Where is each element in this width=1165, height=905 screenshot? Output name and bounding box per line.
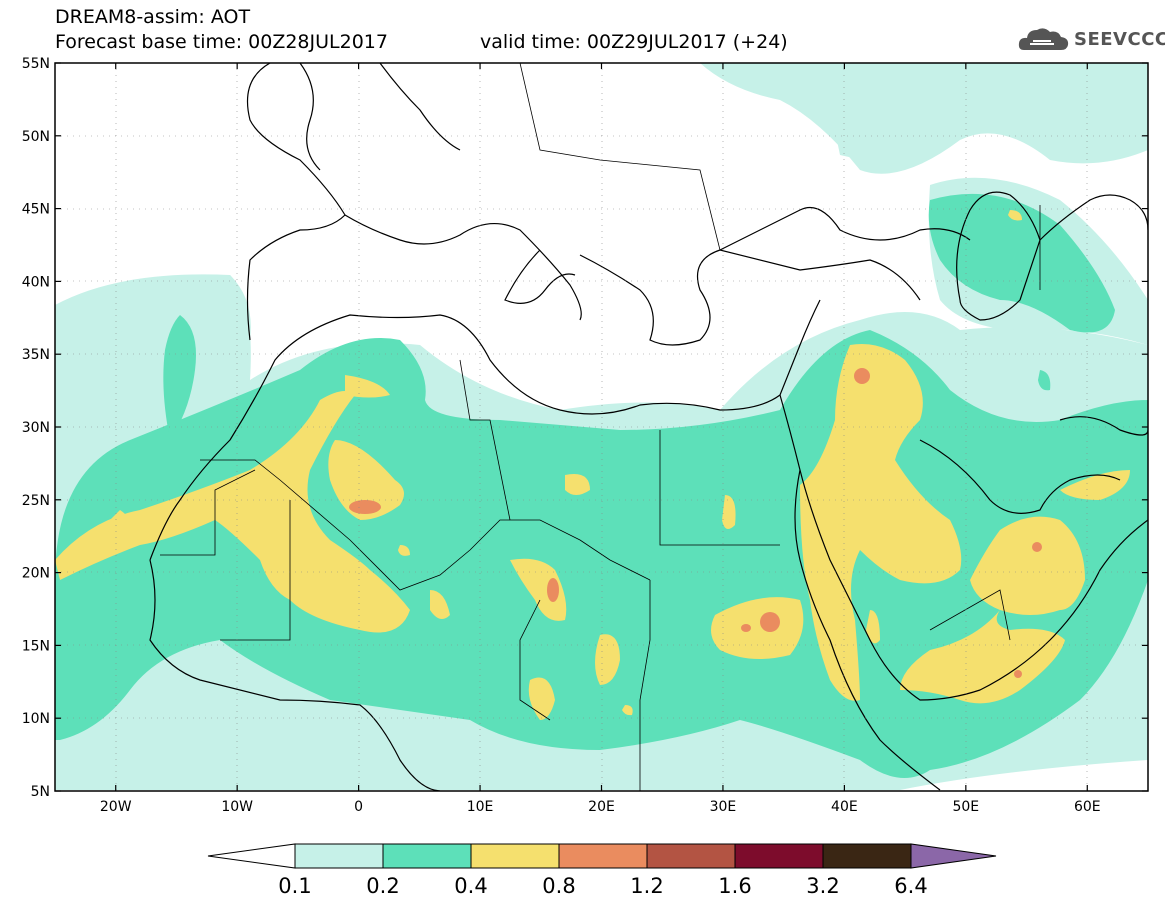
longitude-axis: 20W 10W 0 10E 20E 30E 40E 50E 60E [100, 63, 1101, 815]
lat-label: 55N [22, 56, 50, 72]
country-borders [160, 63, 1041, 791]
colorbar-level-label: 0.2 [366, 874, 399, 898]
lat-label: 30N [22, 420, 50, 436]
cloud-icon [1018, 28, 1069, 50]
colorbar-level-label: 1.2 [630, 874, 663, 898]
map-title: DREAM8-assim: AOT [55, 6, 251, 28]
colorbar-box [734, 843, 824, 869]
colorbar-box [470, 843, 560, 869]
aot-level-0-4 [55, 210, 1130, 720]
colorbar-box [558, 843, 648, 869]
graticule [55, 63, 1148, 791]
coastlines [149, 63, 1148, 791]
colorbar-box [822, 843, 912, 869]
lon-label: 20E [588, 799, 615, 815]
lat-label: 45N [22, 202, 50, 218]
aot-level-0-8 [349, 368, 1042, 678]
aot-field [55, 63, 1148, 790]
lat-label: 15N [22, 638, 50, 654]
colorbar-level-label: 3.2 [806, 874, 839, 898]
colorbar-box [294, 843, 384, 869]
colorbar-level-label: 0.1 [278, 874, 311, 898]
colorbar-level-label: 6.4 [894, 874, 927, 898]
lat-label: 25N [22, 493, 50, 509]
colorbar-level-label: 0.8 [542, 874, 575, 898]
lat-label: 5N [31, 784, 50, 800]
colorbar-box [646, 843, 736, 869]
lat-label: 10N [22, 711, 50, 727]
seevccc-logo: SEEVCCC [1016, 22, 1165, 58]
lon-label: 60E [1074, 799, 1101, 815]
colorbar-level-label: 1.6 [718, 874, 751, 898]
lat-label: 40N [22, 274, 50, 290]
colorbar-under-triangle [207, 843, 296, 869]
lon-label: 20W [100, 799, 132, 815]
lat-label: 35N [22, 347, 50, 363]
colorbar-level-label: 0.4 [454, 874, 487, 898]
colorbar-box [382, 843, 472, 869]
lon-label: 0 [354, 799, 363, 815]
lat-label: 20N [22, 566, 50, 582]
colorbar: 0.1 0.2 0.4 0.8 1.2 1.6 3.2 6.4 [207, 843, 997, 898]
logo-text: SEEVCCC [1074, 29, 1165, 50]
lon-label: 30E [710, 799, 737, 815]
lon-label: 10W [221, 799, 253, 815]
latitude-axis: 55N 50N 45N 40N 35N 30N 25N 20N 15N 10N 5N [22, 56, 1148, 800]
forecast-base-time: Forecast base time: 00Z28JUL2017 [55, 31, 388, 53]
lon-label: 10E [467, 799, 494, 815]
valid-time: valid time: 00Z29JUL2017 (+24) [480, 31, 788, 53]
lat-label: 50N [22, 129, 50, 145]
lon-label: 50E [952, 799, 979, 815]
lon-label: 40E [831, 799, 858, 815]
colorbar-over-triangle [910, 843, 997, 869]
